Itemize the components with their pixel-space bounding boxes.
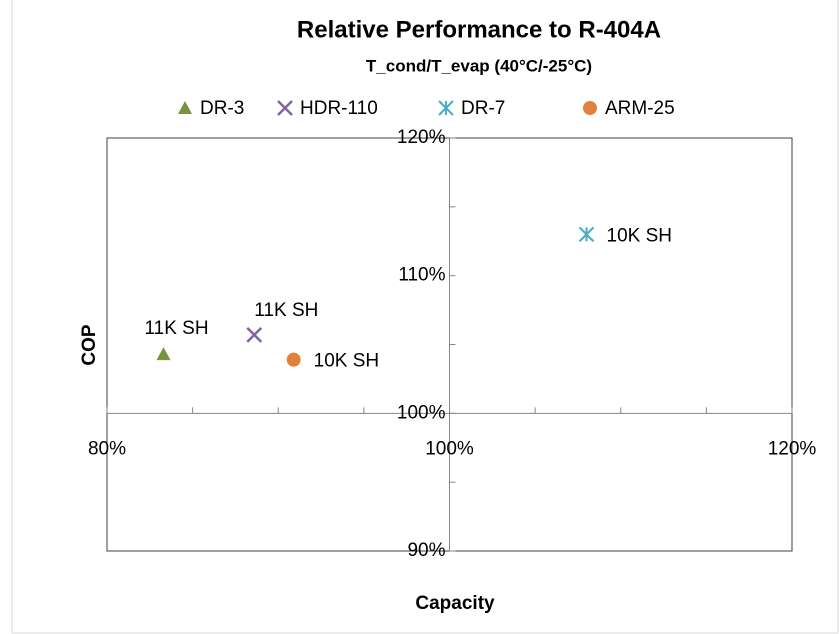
- legend-label: DR-7: [461, 98, 505, 119]
- point: [578, 226, 595, 243]
- marker-shape: [286, 352, 301, 367]
- y-tick-label: 120%: [397, 127, 446, 148]
- chart-subtitle: T_cond/T_evap (40°C/-25°C): [366, 56, 592, 75]
- data-label: 10K SH: [314, 351, 379, 372]
- data-label: 11K SH: [254, 300, 318, 321]
- legend-label: HDR-110: [300, 98, 378, 119]
- marker-shape: [156, 347, 171, 361]
- legend-marker: [583, 101, 597, 115]
- chart-frame: [11, 0, 839, 634]
- legend-marker: [178, 101, 192, 114]
- legend-label: ARM-25: [605, 98, 675, 119]
- x-tick-label: 120%: [768, 438, 817, 459]
- marker-shape: [246, 326, 263, 343]
- x-tick-label: 80%: [88, 438, 126, 459]
- chart-title: Relative Performance to R-404A: [297, 16, 661, 43]
- y-tick-label: 100%: [397, 402, 446, 423]
- legend-marker: [438, 100, 454, 116]
- point: [286, 352, 301, 367]
- y-axis-label: COP: [79, 324, 100, 366]
- y-tick-label: 110%: [398, 265, 445, 286]
- x-axis-label: Capacity: [415, 593, 495, 614]
- marker-shape: [277, 100, 293, 116]
- point: [156, 347, 171, 361]
- legend-marker: [277, 100, 293, 116]
- marker-shape: [178, 101, 192, 114]
- data-label: 10K SH: [607, 225, 672, 246]
- legend-label: DR-3: [200, 98, 244, 119]
- data-label: 11K SH: [144, 318, 208, 339]
- x-tick-label: 100%: [425, 438, 474, 459]
- point: [246, 326, 263, 343]
- y-tick-label: 90%: [407, 540, 445, 561]
- marker-shape: [583, 101, 597, 115]
